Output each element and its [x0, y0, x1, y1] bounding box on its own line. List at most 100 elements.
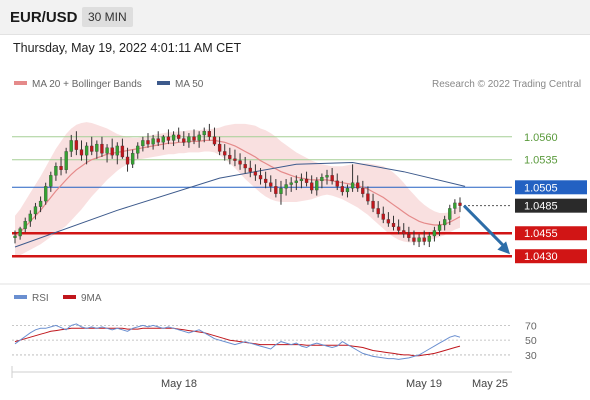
level-label: 1.0535 — [524, 155, 558, 167]
rsi-level-label: 50 — [525, 335, 537, 347]
candle-body — [253, 171, 258, 176]
rsi-level-label: 70 — [525, 320, 537, 332]
candle-body — [248, 167, 252, 172]
candle-body — [110, 147, 114, 156]
copyright: Research © 2022 Trading Central — [432, 79, 582, 90]
candle-body — [391, 222, 396, 227]
x-axis-label: May 25 — [472, 378, 508, 390]
candle-body — [356, 182, 360, 189]
candle-body — [320, 177, 324, 182]
candle-body — [371, 200, 375, 209]
x-axis-label: May 18 — [161, 378, 197, 390]
candle-body — [386, 219, 391, 224]
candle-body — [74, 140, 79, 150]
candle-body — [325, 175, 329, 178]
candle-body — [23, 221, 27, 229]
candle-body — [151, 138, 155, 145]
level-tag-1-0430 — [515, 249, 587, 264]
candle-body — [437, 224, 442, 231]
symbol-label[interactable]: EUR/USD — [10, 9, 78, 26]
rsi-swatch — [14, 295, 27, 300]
candle-body — [197, 134, 201, 141]
candle-body — [417, 237, 421, 242]
candle-body — [90, 145, 94, 152]
candle-body — [161, 136, 165, 143]
rsi-ma-legend-label: 9MA — [81, 293, 102, 304]
candle-body — [340, 186, 345, 193]
candle-body — [64, 151, 68, 170]
candle-body — [100, 143, 104, 154]
candle-body — [49, 175, 53, 187]
rsi-legend-label: RSI — [32, 293, 49, 304]
candle-body — [396, 226, 401, 231]
ma20-legend-label: MA 20 + Bollinger Bands — [32, 79, 142, 90]
ma50-legend: MA 50 — [157, 79, 203, 90]
ma20-line — [14, 139, 461, 237]
candle-body — [84, 145, 89, 156]
candle-body — [412, 237, 416, 242]
bollinger-band — [15, 122, 460, 257]
candle-body — [289, 182, 293, 185]
candle-body — [69, 140, 73, 152]
candle-body — [432, 230, 437, 237]
candle-body — [187, 136, 191, 143]
ma50-line — [14, 161, 466, 248]
candle-body — [269, 182, 273, 187]
candle-body — [376, 208, 380, 215]
rsi-legend: RSI — [14, 293, 49, 304]
candle-body — [59, 166, 63, 170]
candle-body — [274, 186, 278, 194]
candle-body — [402, 230, 406, 235]
candle-body — [238, 160, 242, 165]
ma50-legend-label: MA 50 — [175, 79, 204, 90]
candle-body — [345, 188, 350, 193]
candle-body — [18, 228, 22, 237]
candle-body — [350, 182, 355, 189]
candle-body — [38, 200, 43, 207]
arrow-down-right-icon — [497, 241, 510, 255]
rsi-level-label: 30 — [525, 350, 537, 362]
candle-body — [448, 208, 452, 220]
candle-body — [279, 188, 283, 194]
title-bar: EUR/USD 30 MIN — [0, 0, 590, 35]
candle-body — [422, 237, 426, 242]
candle-body — [115, 145, 119, 156]
candle-body — [212, 136, 217, 145]
candle-body — [458, 202, 462, 206]
candle-body — [233, 158, 237, 161]
timestamp: Thursday, May 19, 2022 4:01:11 AM CET — [13, 41, 242, 55]
candle-body — [207, 131, 212, 137]
candle-body — [182, 138, 186, 143]
level-label: 1.0455 — [524, 228, 558, 240]
rsi-line — [14, 323, 461, 360]
candle-body — [361, 188, 365, 194]
candle-body — [136, 145, 140, 154]
candle-body — [44, 186, 48, 202]
candle-body — [217, 143, 222, 152]
candle-body — [258, 175, 263, 180]
candle-body — [453, 202, 457, 209]
candle-body — [95, 143, 99, 152]
ma20-swatch — [14, 81, 27, 86]
candle-body — [304, 178, 309, 183]
level-tag-1-0455 — [515, 226, 587, 241]
candle-body — [294, 180, 298, 183]
timeframe-button[interactable]: 30 MIN — [82, 7, 133, 27]
candle-body — [120, 145, 125, 158]
level-tag-1-0505 — [515, 180, 587, 195]
candle-body — [156, 138, 160, 143]
candle-body — [166, 136, 171, 141]
candle-body — [79, 149, 84, 156]
candle-body — [427, 235, 431, 242]
x-axis-label: May 19 — [406, 378, 442, 390]
candle-body — [28, 213, 32, 222]
candle-body — [141, 140, 145, 147]
candle-body — [125, 156, 130, 165]
candle-body — [243, 164, 247, 169]
candle-body — [171, 134, 176, 141]
level-label: 1.0560 — [524, 132, 558, 144]
level-label: 1.0505 — [524, 182, 558, 194]
candle-body — [146, 140, 150, 145]
candle-body — [330, 175, 334, 182]
